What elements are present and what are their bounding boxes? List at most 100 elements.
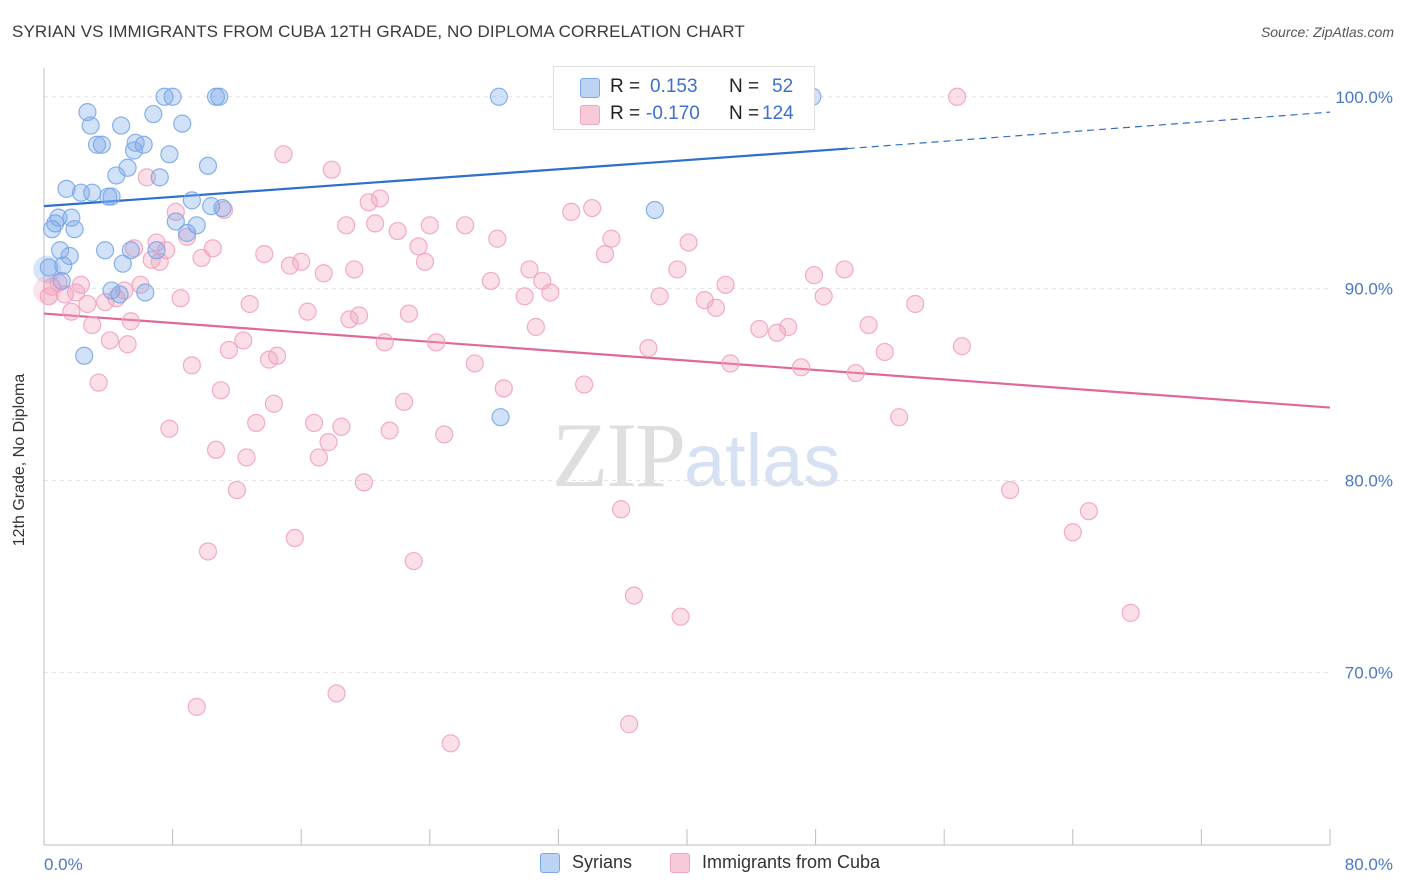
point-cuba	[349, 306, 369, 325]
point-syrians	[46, 214, 65, 233]
point-cuba	[1063, 523, 1082, 542]
stats-n-value: 52	[772, 76, 794, 97]
point-cuba	[399, 304, 419, 323]
point-cuba	[1079, 502, 1098, 521]
legend-item-syrians[interactable]: Syrians	[540, 852, 632, 873]
point-cuba	[39, 287, 58, 306]
point-cuba	[875, 342, 894, 362]
point-cuba	[541, 283, 560, 302]
point-cuba	[345, 260, 364, 279]
point-cuba	[49, 273, 68, 292]
point-cuba	[160, 419, 179, 438]
point-syrians	[65, 220, 84, 239]
point-cuba	[859, 315, 878, 335]
point-cuba	[147, 233, 166, 252]
point-cuba	[481, 271, 500, 291]
point-cuba	[267, 346, 287, 365]
point-cuba	[441, 734, 460, 753]
point-cuba	[182, 356, 201, 375]
y-tick-label: 90.0%	[1345, 280, 1393, 299]
point-cuba	[650, 287, 669, 306]
point-cuba	[309, 448, 328, 467]
point-cuba	[611, 500, 631, 519]
point-cuba	[118, 335, 137, 354]
point-cuba	[337, 216, 356, 235]
point-cuba	[388, 221, 407, 241]
point-cuba	[247, 413, 266, 433]
legend-swatch-syrians	[540, 852, 560, 873]
point-cuba	[846, 363, 865, 383]
point-cuba	[206, 440, 226, 459]
legend-label-syrians: Syrians	[572, 852, 633, 872]
point-cuba	[779, 317, 798, 337]
watermark-zip: ZIP	[552, 404, 686, 506]
stats-r-label: R =	[610, 76, 641, 97]
point-cuba	[706, 298, 726, 317]
point-syrians	[92, 135, 111, 154]
point-cuba	[394, 392, 414, 411]
point-cuba	[187, 697, 206, 716]
point-cuba	[456, 216, 475, 235]
point-cuba	[198, 542, 218, 561]
point-syrians	[42, 220, 62, 239]
point-cuba	[78, 294, 97, 314]
point-syrians	[147, 241, 166, 260]
point-cuba	[234, 331, 253, 350]
point-cuba	[639, 339, 658, 358]
point-cuba	[280, 256, 300, 275]
point-cuba	[285, 528, 304, 548]
point-syrians	[182, 191, 201, 210]
point-cuba	[121, 312, 140, 331]
point-cuba	[427, 333, 446, 352]
point-syrians	[60, 246, 79, 266]
point-cuba	[520, 260, 539, 279]
point-cuba	[370, 189, 390, 208]
point-cuba	[814, 287, 833, 306]
point-cuba	[952, 337, 971, 356]
point-syrians	[166, 212, 185, 231]
point-syrians	[491, 408, 510, 427]
point-cuba	[227, 480, 246, 500]
point-syrians	[136, 283, 155, 302]
trend-line-syrians-extension	[847, 111, 1331, 150]
point-cuba	[166, 202, 185, 221]
stats-swatch-syrians	[580, 78, 600, 98]
point-syrians	[50, 241, 70, 260]
point-syrians	[198, 156, 218, 175]
point-syrians	[134, 135, 153, 154]
chart-source: Source: ZipAtlas.com	[1260, 24, 1394, 40]
stats-n-value: 124	[762, 103, 794, 124]
x-tick-label-min: 0.0%	[44, 855, 83, 874]
point-cuba	[679, 233, 698, 252]
point-cuba	[322, 160, 341, 179]
point-syrians	[121, 241, 140, 260]
point-syrians	[645, 200, 664, 220]
point-syrians	[102, 281, 121, 300]
point-cuba	[890, 408, 909, 427]
point-cuba	[515, 287, 534, 306]
legend-item-cuba[interactable]: Immigrants from Cuba	[670, 852, 880, 873]
point-cuba	[274, 145, 293, 164]
point-syrians	[39, 258, 58, 277]
point-cuba	[721, 354, 740, 373]
point-syrians	[81, 116, 100, 135]
stats-r-value: 0.153	[650, 76, 698, 97]
point-syrians	[202, 197, 221, 216]
point-syrians	[489, 87, 509, 106]
point-cuba	[575, 375, 594, 394]
point-cuba	[292, 252, 311, 271]
point-cuba	[1001, 480, 1020, 500]
point-cuba	[435, 425, 454, 444]
point-cuba	[804, 266, 824, 285]
trend-lines	[43, 111, 1331, 409]
point-cuba	[359, 193, 378, 212]
point-cuba	[671, 607, 690, 626]
y-tick-label: 100.0%	[1335, 88, 1393, 107]
point-cuba	[750, 319, 769, 339]
point-cuba	[620, 715, 639, 734]
point-cuba	[595, 244, 615, 264]
point-cuba	[947, 87, 967, 106]
chart-title: SYRIAN VS IMMIGRANTS FROM CUBA 12TH GRAD…	[12, 22, 745, 41]
point-syrians	[213, 198, 232, 218]
